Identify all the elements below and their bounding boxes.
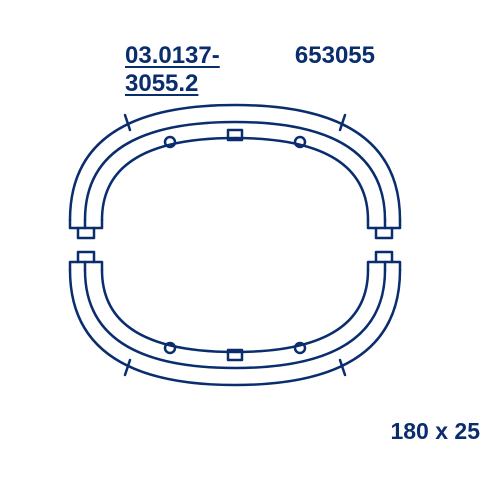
brake-shoe-svg bbox=[30, 80, 440, 420]
top-shoe-web-arc bbox=[102, 138, 368, 220]
bottom-shoe-right-tab bbox=[376, 252, 392, 262]
top-shoe-right-tab bbox=[376, 228, 392, 238]
brake-shoe-diagram bbox=[30, 80, 440, 420]
bottom-shoe-web-arc bbox=[102, 270, 368, 352]
secondary-number: 653055 bbox=[295, 42, 375, 70]
bottom-shoe-left-tab bbox=[78, 252, 94, 262]
bottom-shoe-inner-arc bbox=[85, 270, 385, 368]
dimension-label: 180 x 25 bbox=[390, 418, 480, 445]
top-shoe-left-tab bbox=[78, 228, 94, 238]
top-shoe-inner-arc bbox=[85, 122, 385, 220]
